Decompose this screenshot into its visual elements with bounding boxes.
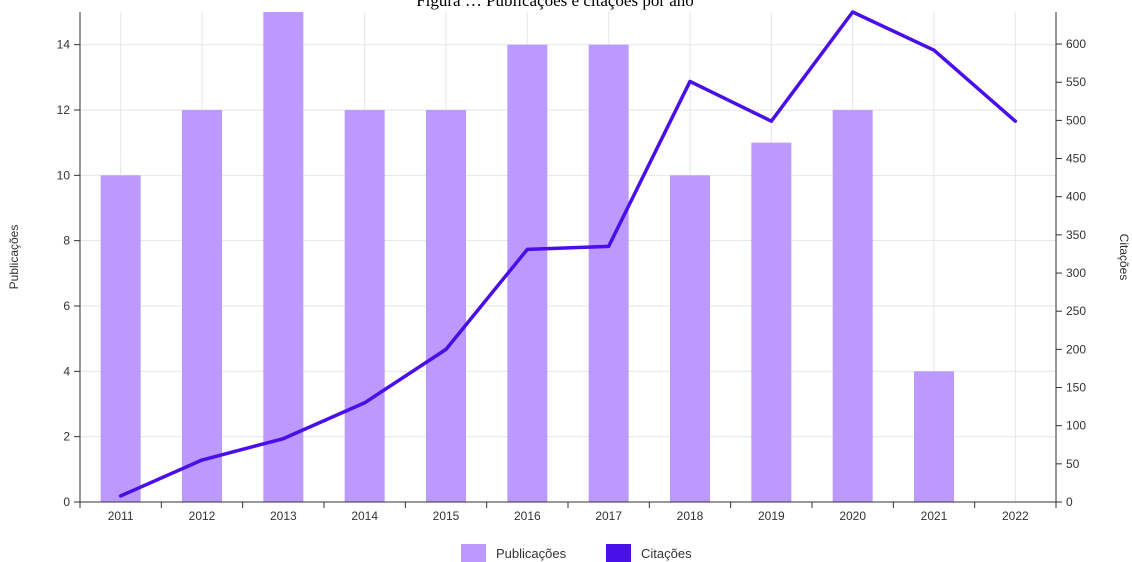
y-tick-label-left: 8 — [63, 234, 70, 248]
x-tick-label: 2013 — [270, 509, 297, 523]
y-tick-label-right: 150 — [1066, 381, 1086, 395]
point-citacoes — [932, 48, 936, 52]
x-tick-label: 2020 — [839, 509, 866, 523]
y-tick-label-right: 450 — [1066, 152, 1086, 166]
x-tick-label: 2018 — [677, 509, 704, 523]
bar-publicacoes — [670, 175, 710, 503]
x-tick-label: 2011 — [108, 509, 134, 523]
x-tick-label: 2014 — [351, 509, 378, 523]
bar-publicacoes — [914, 371, 954, 502]
x-tick-label: 2019 — [758, 509, 785, 523]
chart-title: Figura … Publicações e citações por ano — [416, 0, 694, 10]
y-tick-label-left: 14 — [57, 38, 71, 52]
point-citacoes — [525, 247, 529, 251]
y-tick-label-right: 0 — [1066, 495, 1073, 509]
publicacoes-bars — [100, 12, 954, 503]
legend-swatch-publicacoes[interactable] — [461, 544, 486, 562]
x-tick-label: 2015 — [433, 509, 460, 523]
citacoes-line-group — [118, 10, 1018, 498]
line-citacoes — [118, 10, 1018, 498]
point-citacoes — [444, 347, 448, 351]
y-tick-label-left: 4 — [63, 364, 70, 378]
point-citacoes — [1013, 119, 1017, 123]
y-tick-label-left: 10 — [57, 168, 71, 182]
bar-publicacoes — [507, 44, 548, 503]
x-tick-label: 2016 — [514, 509, 541, 523]
y-tick-label-right: 550 — [1066, 75, 1086, 89]
x-tick-label: 2012 — [189, 509, 216, 523]
x-tick-label: 2017 — [595, 509, 622, 523]
legend: Publicações Citações — [461, 544, 692, 562]
y-tick-label-left: 2 — [63, 430, 70, 444]
point-citacoes — [119, 494, 123, 498]
point-citacoes — [607, 244, 611, 248]
bar-publicacoes — [100, 175, 141, 503]
point-citacoes — [363, 401, 367, 405]
y-tick-label-right: 200 — [1066, 342, 1086, 356]
point-citacoes — [688, 79, 692, 83]
bar-publicacoes — [182, 110, 222, 502]
legend-label-publicacoes[interactable]: Publicações — [496, 546, 567, 561]
y-tick-label-right: 50 — [1066, 457, 1080, 471]
y2-axis-label: Citações — [1117, 234, 1131, 281]
y-tick-label-right: 600 — [1066, 37, 1086, 51]
y-tick-label-right: 300 — [1066, 266, 1086, 280]
legend-swatch-citacoes[interactable] — [606, 544, 631, 562]
point-citacoes — [851, 10, 855, 14]
x-tick-label: 2022 — [1002, 509, 1029, 523]
bar-publicacoes — [832, 110, 873, 502]
y-tick-label-right: 400 — [1066, 190, 1086, 204]
grid — [80, 12, 1056, 502]
bar-publicacoes — [588, 44, 629, 503]
axes: 0 2 4 6 8 10 12 14 0 50 100 150 200 250 300 350 400 450 50… — [57, 12, 1086, 523]
legend-label-citacoes[interactable]: Citações — [641, 546, 692, 561]
y-tick-label-right: 500 — [1066, 113, 1086, 127]
point-citacoes — [769, 119, 773, 123]
y-tick-label-left: 6 — [63, 299, 70, 313]
bar-publicacoes — [426, 110, 466, 502]
y-tick-label-right: 100 — [1066, 419, 1086, 433]
point-citacoes — [200, 458, 204, 462]
y-axis-label: Publicações — [7, 225, 21, 290]
y-tick-label-left: 0 — [63, 495, 70, 509]
y-tick-label-left: 12 — [57, 103, 71, 117]
bar-publicacoes — [751, 142, 792, 502]
y-tick-label-right: 250 — [1066, 304, 1086, 318]
x-tick-label: 2021 — [921, 509, 948, 523]
point-citacoes — [281, 437, 285, 441]
y-tick-label-right: 350 — [1066, 228, 1086, 242]
bar-publicacoes — [263, 12, 304, 502]
bar-publicacoes — [344, 110, 385, 502]
